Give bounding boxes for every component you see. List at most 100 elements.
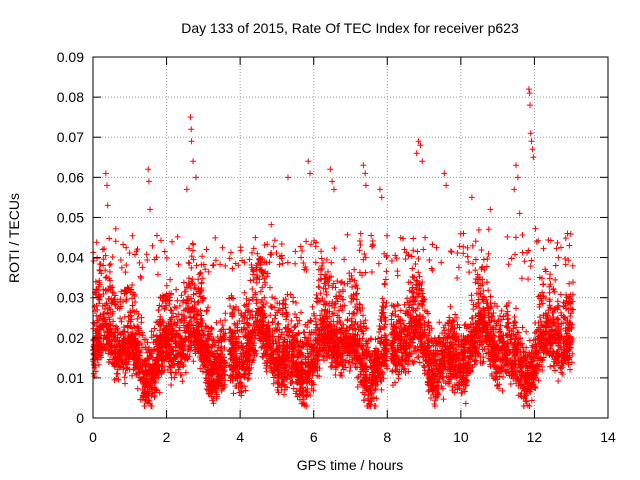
- data-point: [278, 241, 285, 248]
- data-point: [205, 324, 211, 331]
- data-point: [555, 377, 562, 384]
- data-point: [162, 304, 169, 311]
- data-point: [148, 328, 155, 335]
- data-point: [134, 330, 141, 337]
- data-point: [201, 331, 208, 338]
- data-point: [362, 269, 369, 276]
- data-point: [151, 325, 158, 332]
- data-point: [512, 251, 519, 258]
- data-point: [121, 287, 128, 294]
- data-point: [92, 368, 99, 375]
- data-point: [173, 322, 180, 329]
- data-point: [171, 354, 178, 361]
- data-point: [379, 303, 386, 310]
- data-point: [128, 312, 135, 319]
- data-point: [539, 300, 546, 307]
- data-point: [101, 245, 108, 252]
- data-point: [97, 326, 104, 333]
- data-point: [174, 297, 181, 304]
- data-point: [464, 244, 471, 251]
- data-point: [555, 254, 562, 261]
- data-point: [190, 256, 197, 263]
- data-point: [106, 262, 113, 269]
- data-point: [178, 371, 185, 378]
- data-point: [128, 372, 135, 379]
- data-point: [200, 261, 207, 268]
- data-point: [134, 385, 141, 392]
- data-point: [96, 261, 103, 268]
- data-point: [176, 324, 183, 331]
- data-point: [152, 365, 159, 372]
- data-point: [123, 364, 130, 371]
- data-point: [126, 250, 133, 257]
- data-point: [567, 231, 574, 238]
- data-point: [159, 297, 166, 304]
- data-point: [195, 344, 202, 351]
- data-point: [176, 316, 183, 323]
- data-point: [141, 373, 148, 380]
- data-point: [379, 295, 386, 302]
- data-point: [117, 343, 124, 350]
- data-point: [498, 307, 505, 314]
- data-point: [157, 313, 164, 320]
- data-point: [161, 367, 168, 374]
- data-point: [239, 344, 246, 351]
- data-point: [247, 277, 254, 284]
- data-point: [121, 328, 128, 335]
- data-point: [149, 242, 156, 249]
- data-point: [292, 260, 299, 267]
- data-point: [131, 292, 138, 299]
- data-point: [279, 301, 286, 308]
- data-point: [193, 285, 200, 292]
- data-point: [369, 237, 376, 244]
- data-point: [133, 371, 140, 378]
- data-point: [185, 259, 192, 266]
- data-point: [297, 243, 304, 250]
- data-point: [218, 379, 225, 386]
- data-point: [121, 313, 128, 320]
- data-point: [512, 234, 519, 241]
- data-point: [485, 226, 492, 233]
- data-point: [183, 297, 190, 304]
- data-point: [194, 331, 201, 338]
- data-point: [217, 333, 224, 340]
- data-point: [159, 362, 166, 369]
- data-point: [155, 350, 162, 357]
- data-point: [96, 313, 103, 320]
- data-point: [123, 348, 130, 355]
- data-point: [94, 348, 101, 355]
- data-point: [137, 396, 144, 403]
- data-point: [221, 363, 228, 370]
- data-point: [158, 303, 165, 310]
- data-point: [246, 297, 253, 304]
- data-point: [207, 381, 214, 388]
- data-point: [112, 225, 119, 232]
- data-point: [299, 247, 306, 254]
- data-point: [131, 251, 138, 258]
- data-point: [185, 305, 192, 312]
- data-point: [129, 350, 136, 357]
- data-point: [184, 327, 191, 334]
- data-point: [219, 375, 226, 382]
- data-point: [112, 362, 119, 369]
- data-point: [354, 374, 361, 381]
- data-point: [429, 267, 436, 274]
- data-point: [140, 390, 147, 397]
- data-point: [318, 248, 325, 255]
- data-point: [279, 260, 286, 267]
- data-point: [118, 331, 125, 338]
- data-point: [107, 277, 114, 284]
- data-point: [409, 265, 416, 272]
- data-point: [102, 345, 109, 352]
- data-point: [198, 315, 205, 322]
- data-point: [205, 304, 212, 311]
- data-point: [105, 295, 112, 302]
- data-point: [95, 335, 102, 342]
- data-point: [414, 248, 421, 255]
- data-point: [187, 339, 194, 346]
- data-point: [141, 360, 148, 367]
- data-point: [480, 256, 487, 263]
- data-point: [151, 362, 158, 369]
- data-point: [112, 292, 119, 299]
- data-point: [198, 279, 205, 286]
